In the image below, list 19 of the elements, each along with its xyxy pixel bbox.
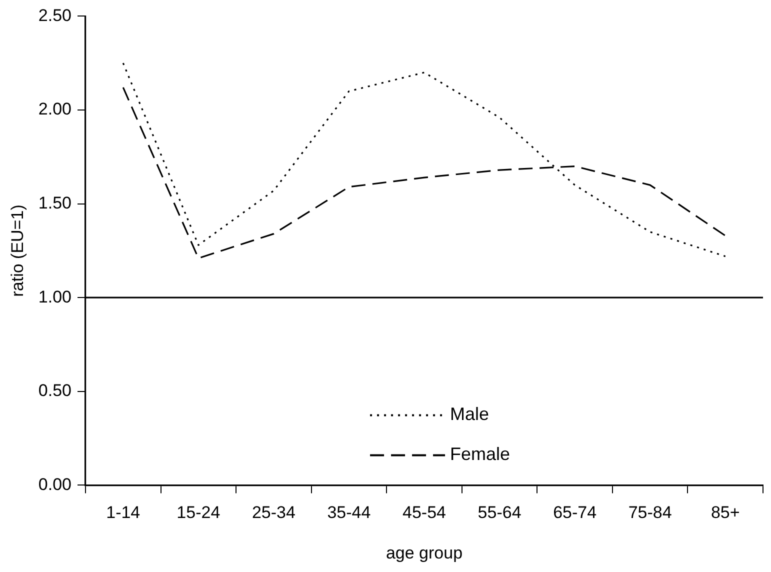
x-axis-title: age group	[386, 543, 463, 562]
x-tick-label: 55-64	[478, 503, 522, 522]
x-tick-label: 1-14	[106, 503, 140, 522]
y-tick-label: 1.50	[38, 193, 72, 212]
x-tick-label: 25-34	[252, 503, 296, 522]
y-axis-title: ratio (EU=1)	[8, 204, 27, 297]
y-tick-label: 1.00	[38, 287, 72, 306]
x-tick-label: 65-74	[553, 503, 597, 522]
y-tick-label: 0.50	[38, 381, 72, 400]
legend-label: Male	[450, 404, 490, 424]
y-tick-label: 0.00	[38, 474, 72, 494]
x-tick-label: 15-24	[176, 503, 220, 522]
x-tick-label: 75-84	[628, 503, 672, 522]
y-tick-label: 2.00	[38, 100, 72, 119]
x-tick-label: 85+	[710, 503, 740, 522]
legend-label: Female	[450, 444, 510, 464]
x-tick-label: 35-44	[327, 503, 371, 522]
x-tick-label: 45-54	[402, 503, 446, 522]
y-tick-label: 2.50	[38, 6, 72, 25]
